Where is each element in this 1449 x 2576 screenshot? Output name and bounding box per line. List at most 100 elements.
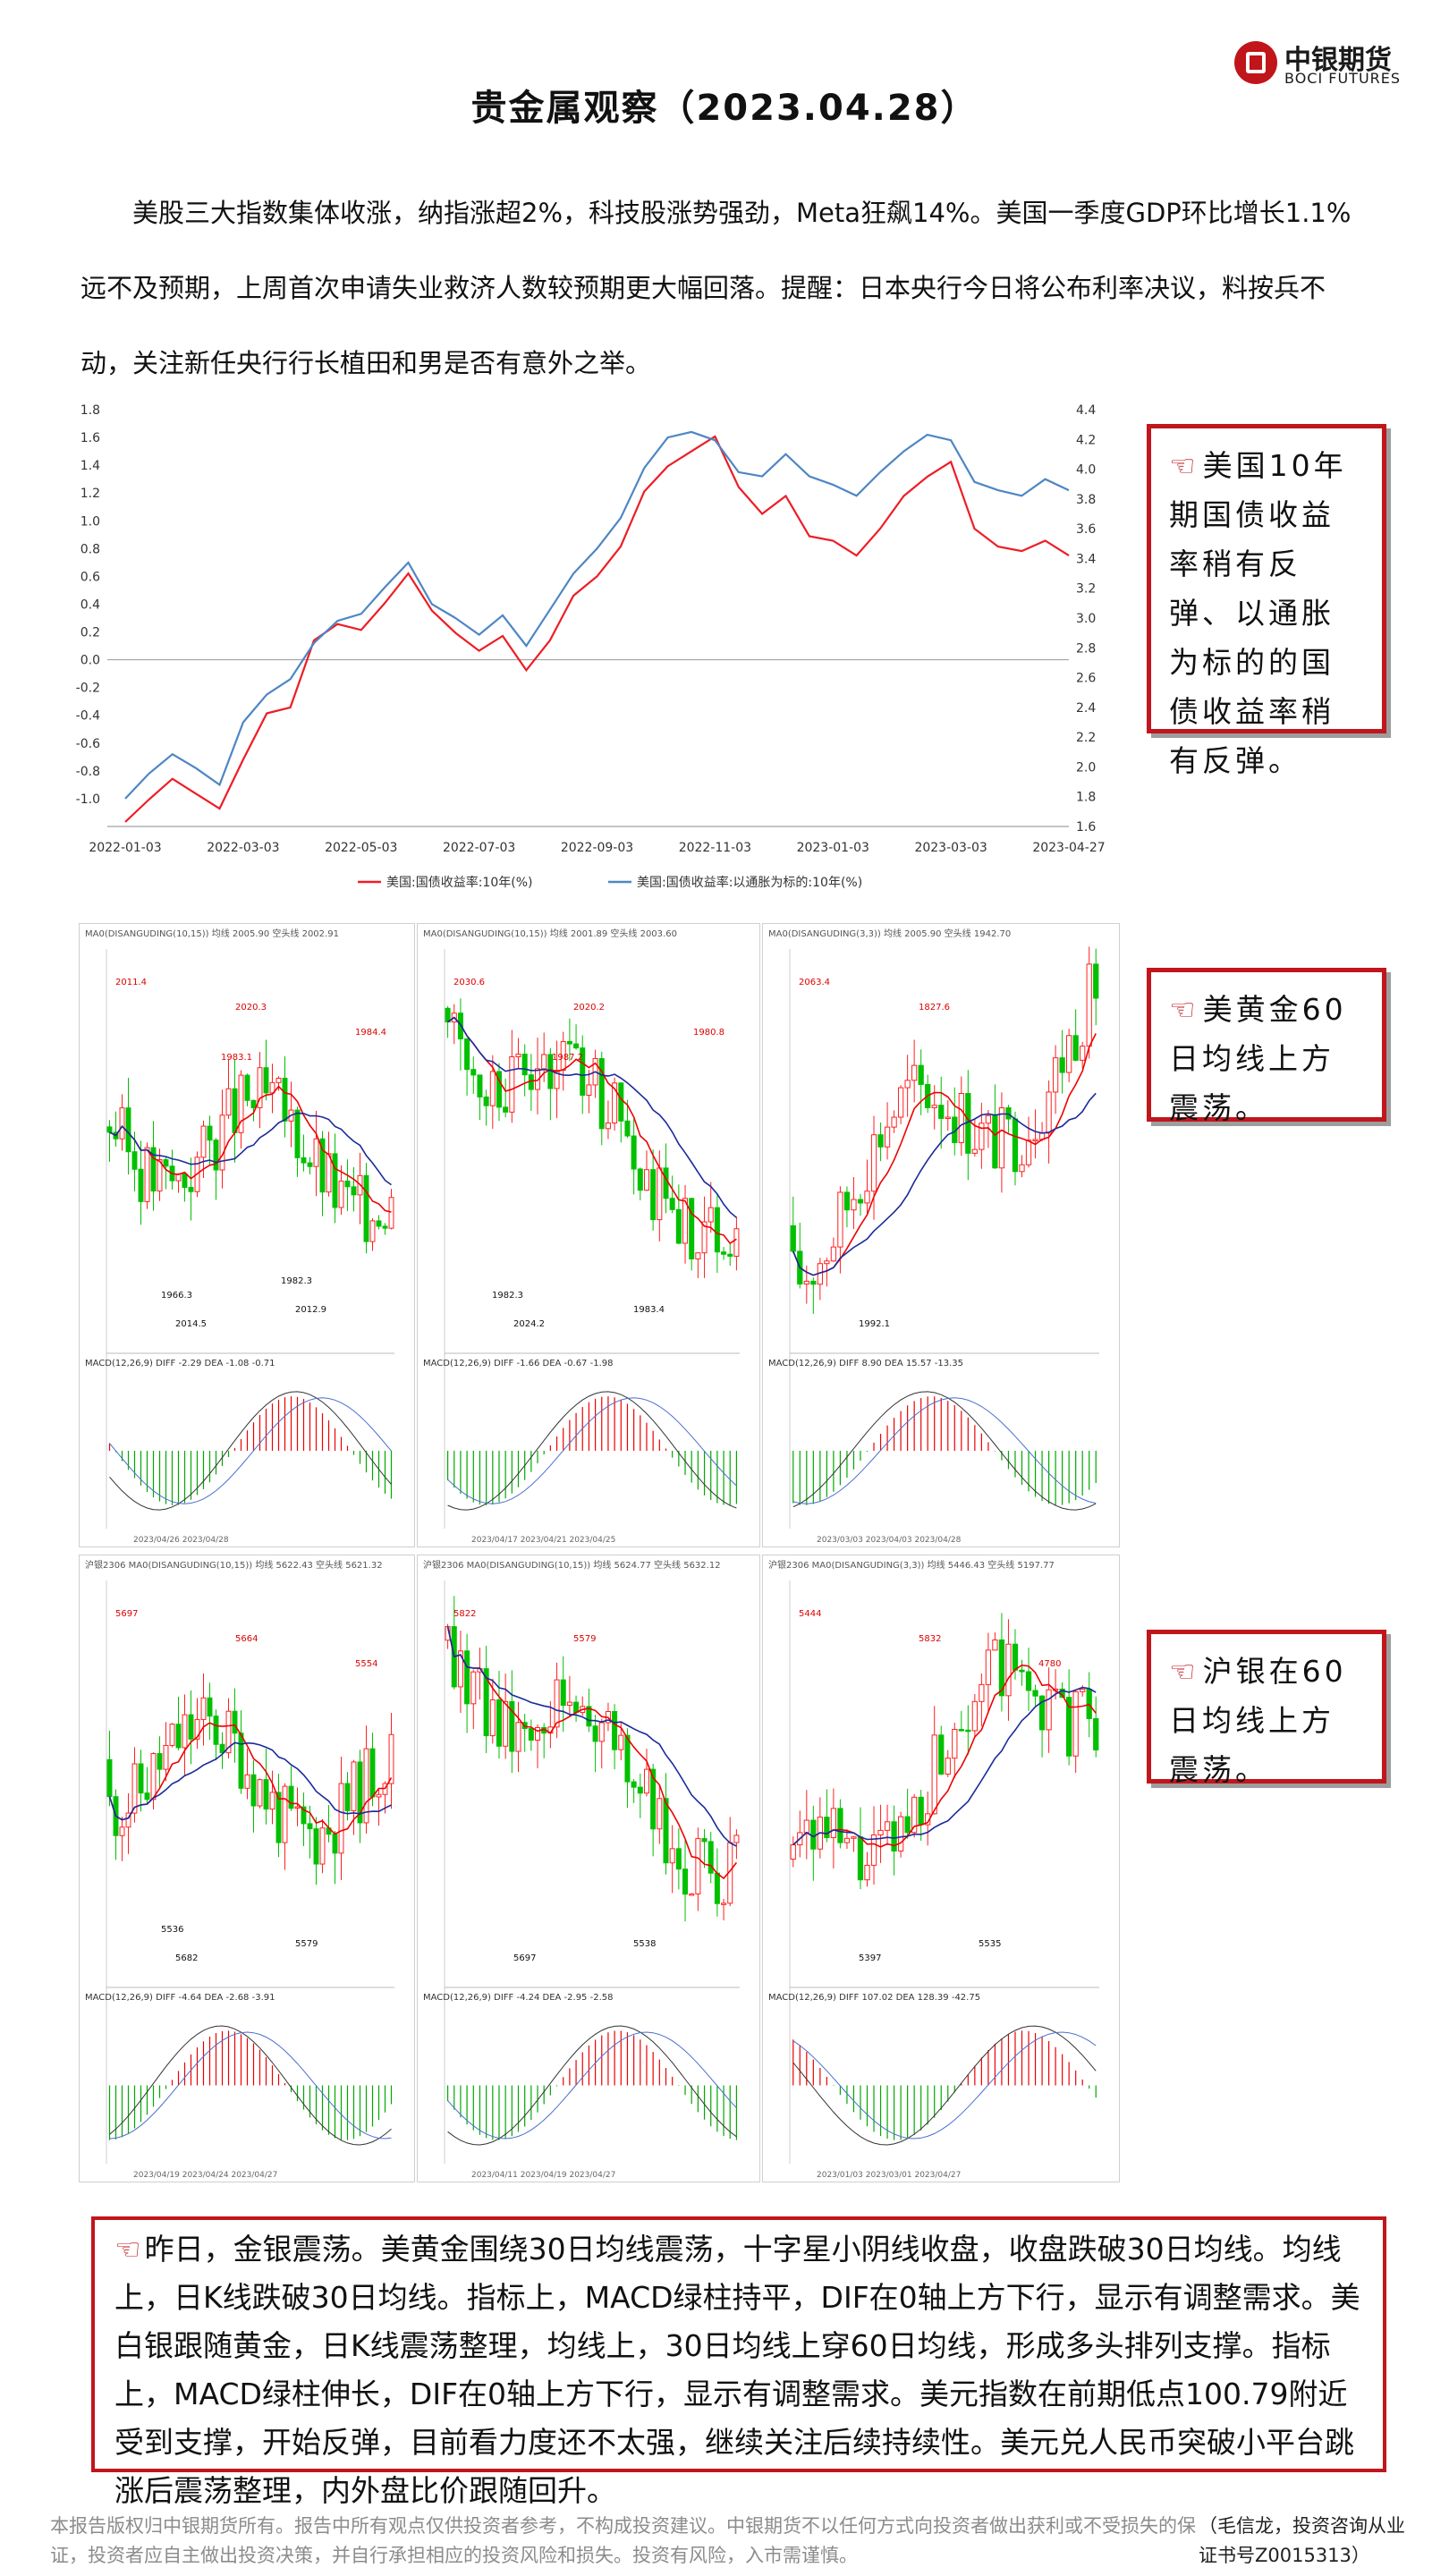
candle-body (843, 1837, 851, 1843)
macd-dif-line (792, 1391, 1097, 1511)
y-left-tick-label: 0.4 (80, 597, 100, 612)
candle-body (150, 1753, 157, 1801)
y-right-tick-label: 4.2 (1076, 433, 1096, 447)
macd-dea-line (109, 1397, 392, 1504)
candle-body (541, 1054, 547, 1070)
candle-body (275, 1077, 282, 1083)
candle-body (351, 1186, 357, 1196)
candle-body (188, 1187, 194, 1192)
price-label: 4780 (1038, 1659, 1062, 1669)
candle-body (958, 1729, 964, 1732)
candle-body (225, 1710, 232, 1754)
candle-body (1059, 1057, 1065, 1073)
candle-body (810, 1280, 817, 1285)
candle-body (288, 1785, 294, 1809)
intro-paragraph: 美股三大指数集体收涨，纳指涨超2%，科技股涨势强劲，Meta狂飙14%。美国一季… (80, 198, 1352, 378)
candle-body (911, 1796, 918, 1834)
candle-body (624, 1120, 631, 1137)
price-label: 1980.8 (693, 1028, 724, 1038)
candle-body (884, 1126, 891, 1148)
candle-body (637, 1786, 643, 1794)
candle-body (605, 1123, 611, 1130)
candle-body (144, 1147, 150, 1202)
kline-svg (106, 949, 394, 1529)
candle-body (200, 1125, 207, 1158)
candle-body (1066, 1035, 1072, 1073)
y-right-tick-label: 2.0 (1076, 760, 1096, 775)
candle-body (1038, 1695, 1046, 1731)
candle-body (985, 1649, 992, 1685)
silver-kline-panel-long: 沪银2306 MA0(DISANGUDING(3,3)) 均线 5446.43 … (762, 1555, 1120, 2182)
y-left-tick-label: 1.4 (80, 459, 100, 473)
candle-body (225, 1088, 232, 1116)
candle-body (870, 1834, 877, 1866)
candle-body (573, 1043, 580, 1049)
x-tick-label: 2023-01-03 (797, 841, 869, 855)
candle-body (612, 1711, 618, 1750)
candle-body (188, 1714, 194, 1740)
candle-body (643, 1768, 649, 1794)
candle-body (682, 1198, 689, 1244)
candle-body (445, 1007, 451, 1023)
candle-body (618, 1734, 624, 1750)
y-right-tick-label: 2.4 (1076, 701, 1096, 716)
candle-body (470, 1069, 477, 1076)
candle-body (931, 1734, 937, 1815)
candle-body (344, 1783, 351, 1811)
analysis-text: 昨日，金银震荡。美黄金围绕30日均线震荡，十字星小阴线收盘，收盘跌破30日均线。… (114, 2232, 1360, 2508)
kline-svg (789, 946, 1099, 1529)
candle-body (483, 1668, 489, 1737)
macd-dea-line (792, 2031, 1097, 2140)
y-left-tick-label: 0.0 (80, 654, 100, 668)
candle-body (803, 1819, 809, 1834)
candle-body (945, 1116, 951, 1119)
candle-body (269, 1081, 275, 1094)
y-left-tick-label: -1.0 (76, 792, 100, 807)
candle-body (1093, 1717, 1099, 1750)
macd-dif-line (447, 1391, 737, 1511)
candle-body (701, 1221, 708, 1254)
pointing-hand-icon: ☜ (1169, 992, 1199, 1027)
candle-body (938, 1734, 945, 1775)
macd-dea-line (447, 2031, 737, 2140)
y-left-tick-label: 1.0 (80, 514, 100, 529)
candle-body (106, 1126, 113, 1133)
candle-body (489, 1699, 496, 1737)
price-label: 1987.2 (552, 1053, 583, 1063)
candle-body (979, 1123, 985, 1150)
price-label: 1983.1 (221, 1053, 252, 1063)
candle-body (138, 1763, 144, 1794)
candle-body (1025, 1140, 1032, 1165)
candle-body (489, 1071, 496, 1106)
candle-body (669, 1848, 675, 1864)
callout-silver-text: 沪银在60日均线上方震荡。 (1169, 1654, 1347, 1787)
candle-body (369, 1220, 376, 1242)
price-label: 5579 (295, 1939, 318, 1949)
kline-svg (106, 1580, 394, 2164)
callout-yield: ☜ 美国10年期国债收益率稍有反弹、以通胀为标的的国债收益率稍有反弹。 (1147, 424, 1386, 778)
price-label: 2024.2 (513, 1319, 545, 1329)
kline-svg (444, 949, 740, 1529)
candle-body (560, 1679, 566, 1707)
candle-body (790, 1844, 796, 1860)
price-label: 5397 (859, 1953, 882, 1963)
candle-body (464, 1650, 470, 1705)
panel-title: 沪银2306 MA0(DISANGUDING(3,3)) 均线 5446.43 … (768, 1561, 1055, 1571)
series-line-1 (124, 430, 1070, 800)
macd-dif-line (447, 2025, 737, 2146)
macd-dif-line (109, 1391, 392, 1511)
candle-body (369, 1748, 376, 1798)
candle-body (509, 1700, 515, 1752)
candle-body (313, 1138, 319, 1167)
candle-body (194, 1718, 200, 1740)
candle-body (708, 1841, 714, 1874)
candle-body (382, 1225, 388, 1229)
candle-body (200, 1697, 207, 1720)
candle-body (721, 1251, 727, 1255)
candle-body (282, 1077, 288, 1122)
panel-macd-readout: MACD(12,26,9) DIFF -4.64 DEA -2.68 -3.91 (85, 1993, 275, 2003)
candle-body (1012, 1118, 1019, 1173)
x-tick-label: 2022-11-03 (679, 841, 751, 855)
macd-dea-line (447, 1397, 737, 1504)
y-right-tick-label: 1.8 (1076, 791, 1096, 805)
